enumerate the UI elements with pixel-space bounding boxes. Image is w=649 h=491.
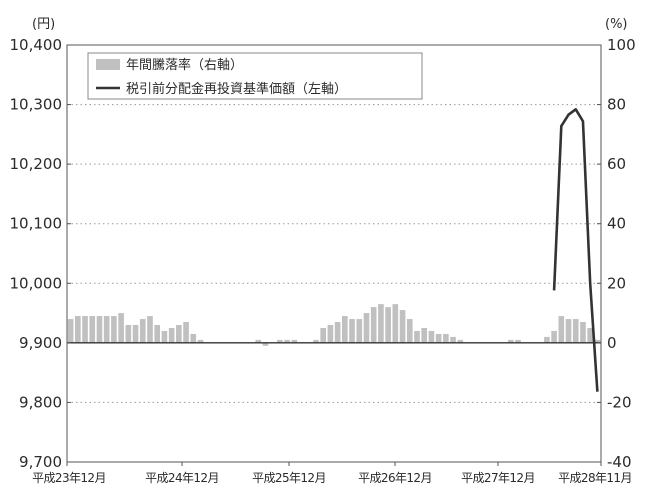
bar xyxy=(126,325,132,343)
bar xyxy=(558,316,564,343)
bar xyxy=(335,322,341,343)
legend-line-label: 税引前分配金再投資基準価額（左軸） xyxy=(126,81,347,97)
bar-series xyxy=(68,304,600,346)
x-tick-label: 平成26年12月 xyxy=(358,471,432,485)
bar xyxy=(580,322,586,343)
bar xyxy=(190,334,196,343)
bar xyxy=(407,319,413,343)
bar xyxy=(378,304,384,343)
bar xyxy=(82,316,88,343)
bar xyxy=(111,316,117,343)
bar xyxy=(414,331,420,343)
left-tick-label: 10,400 xyxy=(10,36,63,54)
bar xyxy=(75,316,81,343)
bar xyxy=(140,319,146,343)
bar xyxy=(169,328,175,343)
bar xyxy=(118,313,124,343)
bar xyxy=(371,307,377,343)
bar xyxy=(68,319,74,343)
left-axis-tick-labels: 10,400 10,300 10,200 10,100 10,000 9,900 9,800… xyxy=(10,36,72,471)
bar xyxy=(573,319,579,343)
bar xyxy=(356,319,362,343)
bar xyxy=(97,316,103,343)
bar xyxy=(183,322,189,343)
bar xyxy=(349,319,355,343)
bar xyxy=(104,316,110,343)
bar xyxy=(176,325,182,343)
bar xyxy=(162,331,168,343)
bar xyxy=(421,328,427,343)
left-tick-label: 10,200 xyxy=(10,155,63,173)
right-tick-label: 40 xyxy=(607,215,626,233)
x-axis-tick-labels: 平成23年12月 平成24年12月 平成25年12月 平成26年12月 平成27年12月… xyxy=(32,471,632,485)
bar xyxy=(450,337,456,343)
x-tick-marks xyxy=(67,462,601,466)
right-tick-label: -20 xyxy=(607,393,632,411)
line-series xyxy=(554,109,597,391)
right-tick-label: 80 xyxy=(607,96,626,114)
right-axis-unit: (%) xyxy=(605,17,628,32)
left-tick-label: 9,900 xyxy=(19,334,62,352)
bar xyxy=(328,325,334,343)
bar xyxy=(551,331,557,343)
bar xyxy=(443,334,449,343)
left-axis-unit: (円) xyxy=(32,17,55,32)
grid-lines xyxy=(67,105,601,403)
left-tick-label: 10,300 xyxy=(10,96,63,114)
legend-bar-label: 年間騰落率（右軸） xyxy=(126,57,243,73)
right-axis-tick-labels: 100 80 60 40 20 0 -20 -40 xyxy=(597,36,636,471)
plot-frame xyxy=(67,45,601,462)
bar xyxy=(436,334,442,343)
bar xyxy=(400,310,406,343)
bar xyxy=(147,316,153,343)
legend: 年間騰落率（右軸） 税引前分配金再投資基準価額（左軸） xyxy=(88,53,422,99)
left-tick-label: 9,700 xyxy=(19,453,62,471)
bar xyxy=(342,316,348,343)
right-tick-label: 100 xyxy=(607,36,636,54)
bar xyxy=(385,307,391,343)
bar xyxy=(544,337,550,343)
right-tick-label: 0 xyxy=(607,334,617,352)
bar xyxy=(133,325,139,343)
left-tick-label: 10,100 xyxy=(10,215,63,233)
x-tick-label: 平成23年12月 xyxy=(32,471,106,485)
x-tick-label: 平成24年12月 xyxy=(145,471,219,485)
x-tick-label: 平成27年12月 xyxy=(461,471,535,485)
bar xyxy=(566,319,572,343)
x-tick-label: 平成28年11月 xyxy=(558,471,632,485)
legend-bar-swatch xyxy=(96,59,120,70)
bar xyxy=(393,304,399,343)
bar xyxy=(89,316,95,343)
x-tick-label: 平成25年12月 xyxy=(252,471,326,485)
right-tick-label: 60 xyxy=(607,155,626,173)
bar xyxy=(154,325,160,343)
left-tick-label: 10,000 xyxy=(10,274,63,292)
bar xyxy=(364,313,370,343)
left-tick-label: 9,800 xyxy=(19,393,62,411)
right-tick-label: -40 xyxy=(607,453,632,471)
bar xyxy=(320,328,326,343)
bar xyxy=(429,331,435,343)
right-tick-label: 20 xyxy=(607,274,626,292)
